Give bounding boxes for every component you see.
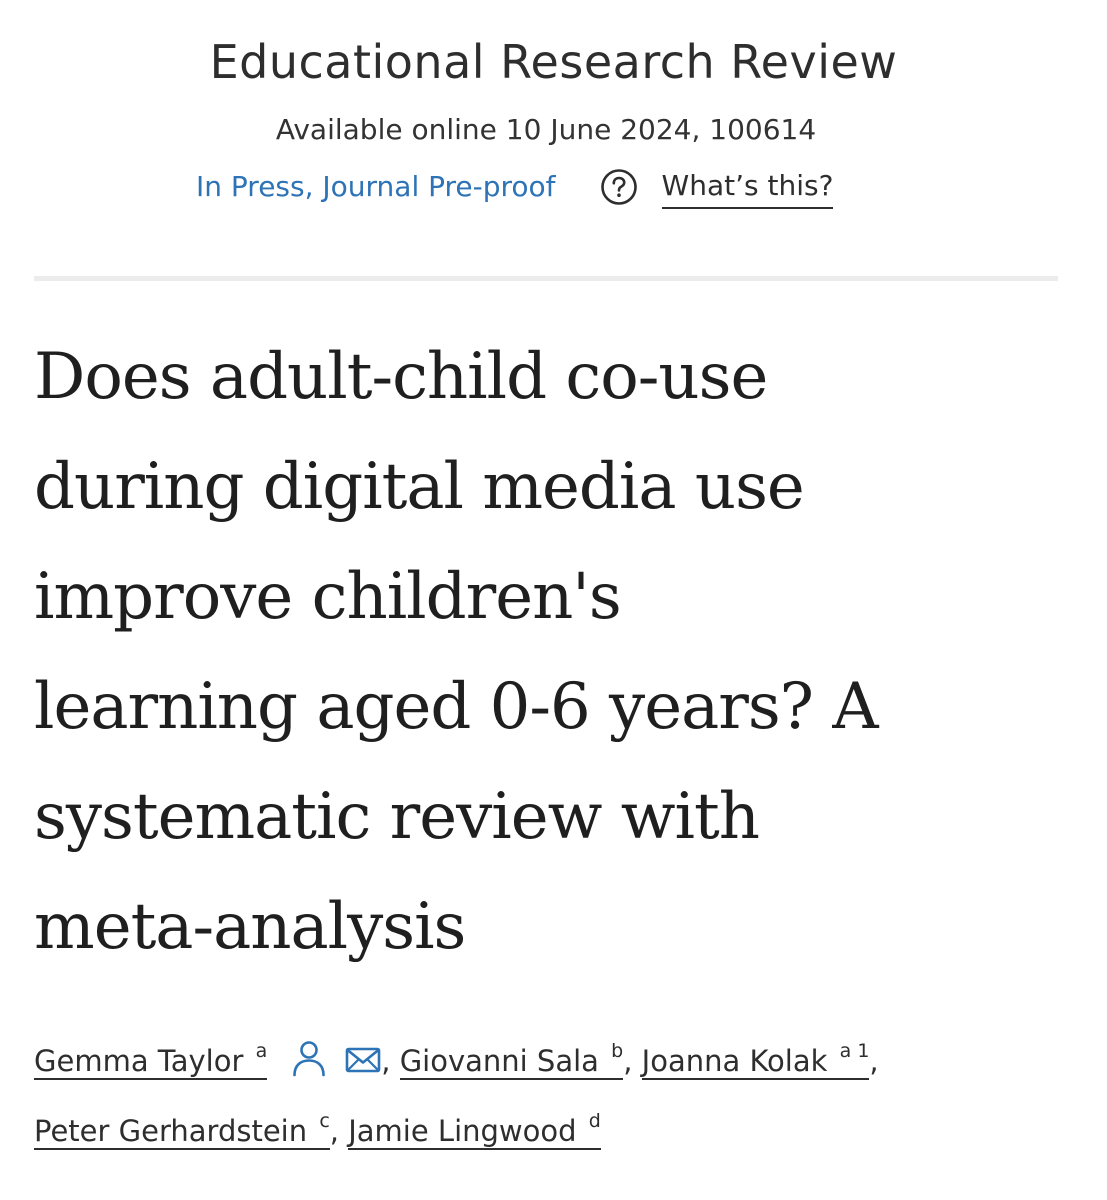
author-affiliation: c xyxy=(319,1110,330,1132)
header-divider xyxy=(34,276,1058,281)
author-name: Giovanni Sala xyxy=(399,1044,599,1078)
article-title-line: during digital media use xyxy=(34,450,805,524)
article-title-line: meta-analysis xyxy=(34,890,466,964)
author-list: Gemma Taylor a, Giovanni Sala b, Joanna … xyxy=(34,1026,1074,1166)
author-affiliation: b xyxy=(611,1040,624,1062)
author-separator: , xyxy=(623,1044,633,1078)
author-separator: , xyxy=(329,1114,339,1148)
article-title-line: systematic review with xyxy=(34,780,760,854)
author-affiliation: a xyxy=(255,1040,268,1062)
status-row: In Press, Journal Pre-proof What’s this? xyxy=(196,166,834,209)
author-name: Peter Gerhardstein xyxy=(34,1114,308,1148)
author-link[interactable]: Peter Gerhardstein c xyxy=(34,1112,330,1150)
question-circle-icon[interactable] xyxy=(600,168,638,206)
author-link[interactable]: Joanna Kolak a 1 xyxy=(641,1042,870,1080)
journal-title[interactable]: Educational Research Review xyxy=(209,35,898,89)
author-name: Joanna Kolak xyxy=(641,1044,828,1078)
article-title: Does adult-child co-use during digital m… xyxy=(34,322,1094,982)
author-affiliation: a 1 xyxy=(839,1040,870,1062)
mail-icon[interactable] xyxy=(345,1030,381,1073)
author-link[interactable]: Jamie Lingwood d xyxy=(348,1112,601,1150)
author-separator: , xyxy=(869,1044,879,1078)
author-name: Gemma Taylor xyxy=(34,1044,244,1078)
author-link[interactable]: Giovanni Sala b xyxy=(399,1042,624,1080)
author-name: Jamie Lingwood xyxy=(348,1114,577,1148)
author-affiliation: d xyxy=(588,1110,601,1132)
publication-date: Available online 10 June 2024, 100614 xyxy=(275,113,817,146)
author-link[interactable]: Gemma Taylor a xyxy=(34,1042,268,1080)
whats-this-link[interactable]: What’s this? xyxy=(661,166,834,209)
in-press-status-link[interactable]: In Press, Journal Pre-proof xyxy=(196,170,556,203)
article-title-line: learning aged 0-6 years? A xyxy=(34,670,879,744)
article-title-line: improve children's xyxy=(34,560,622,634)
author-separator: , xyxy=(381,1044,391,1078)
article-title-line: Does adult-child co-use xyxy=(34,340,768,414)
person-icon[interactable] xyxy=(291,1032,327,1077)
